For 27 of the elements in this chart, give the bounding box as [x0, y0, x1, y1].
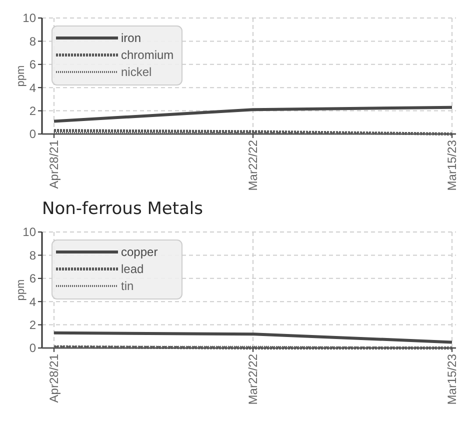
y-tick-label: 4: [29, 80, 36, 95]
y-tick-label: 6: [29, 272, 36, 286]
text: chromium: [121, 48, 174, 62]
x-tick-label: Mar22/22: [246, 140, 260, 191]
x-tick-label: Apr28/21: [47, 140, 61, 189]
text: tin: [121, 279, 134, 294]
y-tick-label: 8: [29, 34, 36, 48]
y-axis-title: ppm: [15, 65, 27, 87]
text: iron: [121, 31, 142, 46]
x-tick-label: Mar22/22: [246, 354, 260, 405]
y-tick-label: 0: [29, 341, 36, 356]
y-tick-label: 2: [29, 104, 36, 118]
text: lead: [121, 262, 144, 276]
y-tick-label: 8: [29, 248, 36, 262]
y-tick-label: 2: [29, 318, 36, 332]
text: copper: [121, 245, 158, 260]
x-tick-label: Mar15/23: [445, 140, 459, 191]
x-tick-label: Apr28/21: [47, 354, 61, 403]
y-axis-title: ppm: [15, 279, 27, 301]
text: nickel: [121, 65, 152, 80]
y-tick-label: 0: [29, 127, 36, 142]
y-tick-label: 10: [22, 225, 36, 240]
y-tick-label: 6: [29, 58, 36, 72]
x-tick-label: Mar15/23: [445, 354, 459, 405]
chart-title: Non-ferrous Metals: [42, 199, 204, 219]
y-tick-label: 10: [22, 11, 36, 26]
y-tick-label: 4: [29, 294, 36, 309]
